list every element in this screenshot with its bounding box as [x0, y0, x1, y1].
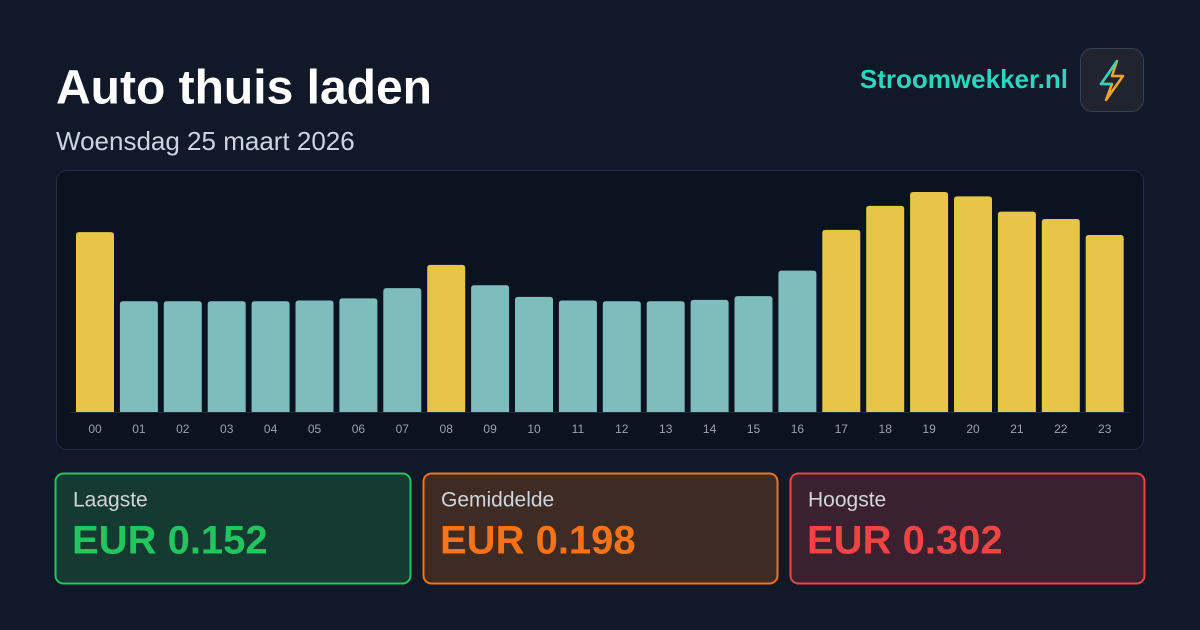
x-tick-label: 04 [264, 422, 278, 436]
x-tick-label: 06 [352, 422, 366, 436]
stat-value: EUR 0.302 [807, 519, 1003, 563]
bolt-icon-accent [1099, 60, 1119, 86]
bar [997, 211, 1036, 412]
x-tick-label: 09 [483, 422, 497, 436]
bar [558, 300, 597, 412]
x-tick-label: 21 [1010, 422, 1024, 436]
bar [207, 301, 246, 412]
bar [119, 301, 158, 412]
x-tick-label: 20 [966, 422, 980, 436]
x-tick-label: 08 [440, 422, 454, 436]
bar [163, 301, 202, 412]
bar [515, 296, 553, 412]
x-tick-label: 00 [88, 422, 102, 436]
bar [822, 229, 861, 412]
stat-label: Gemiddelde [441, 489, 554, 512]
x-tick-label: 19 [922, 422, 936, 436]
x-tick-label: 05 [308, 422, 322, 436]
bar [910, 192, 949, 412]
x-tick-label: 11 [572, 422, 585, 436]
bar [1041, 218, 1080, 412]
stat-card [422, 472, 779, 585]
bar [427, 264, 466, 412]
brand-icon [1080, 48, 1144, 112]
bar [778, 270, 817, 412]
stat-value: EUR 0.198 [440, 519, 636, 563]
x-tick-label: 22 [1054, 422, 1068, 436]
bar [339, 298, 378, 412]
subtitle: Woensdag 25 maart 2026 [56, 126, 355, 156]
bar [734, 296, 773, 412]
stat-card [789, 472, 1146, 585]
title: Auto thuis laden [56, 62, 432, 115]
stat-label: Laagste [73, 489, 148, 512]
x-tick-label: 18 [879, 422, 893, 436]
x-tick-label: 13 [659, 422, 673, 436]
bar [76, 232, 114, 412]
bar [602, 301, 641, 412]
x-tick-label: 23 [1098, 422, 1112, 436]
bar [866, 205, 905, 412]
stat-value: EUR 0.152 [72, 519, 268, 563]
bar [690, 299, 729, 412]
stat-label: Hoogste [808, 489, 886, 512]
x-tick-label: 12 [615, 422, 629, 436]
x-tick-label: 10 [527, 422, 541, 436]
bar [383, 288, 422, 412]
x-tick-label: 17 [835, 422, 849, 436]
bar [646, 301, 685, 412]
x-tick-label: 03 [220, 422, 234, 436]
x-tick-label: 02 [176, 422, 190, 436]
bar [295, 300, 334, 412]
x-tick-label: 01 [132, 422, 146, 436]
bar [954, 196, 992, 412]
bar [1085, 234, 1124, 412]
bar [251, 301, 290, 412]
stat-card [54, 472, 412, 585]
brand: Stroomwekker.nl [860, 64, 1068, 94]
x-tick-label: 14 [703, 422, 717, 436]
bar [471, 285, 510, 412]
x-tick-label: 16 [791, 422, 805, 436]
x-tick-label: 15 [747, 422, 761, 436]
x-tick-label: 07 [396, 422, 410, 436]
